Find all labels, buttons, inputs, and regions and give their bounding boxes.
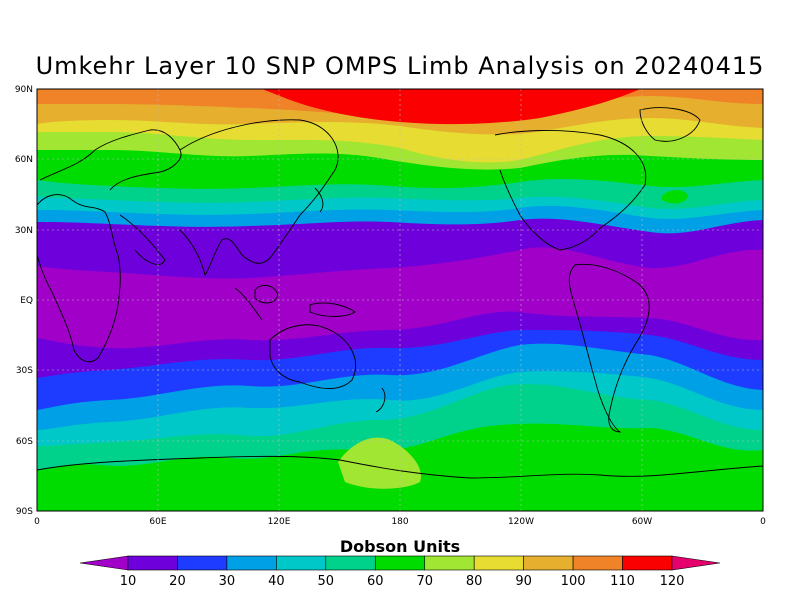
coast-japan [314,187,324,213]
y-tick: 60S [16,437,33,447]
colorbar-low-arrow [79,555,129,571]
colorbar-tick-label: 110 [610,574,635,589]
map-frame [36,88,764,512]
y-axis: 90N 60N 30N EQ 30S 60S 90S [15,85,33,517]
coast-newguinea [309,302,356,317]
y-tick: 30N [15,226,33,236]
x-axis: 0 60E 120E 180 120W 60W 0 [34,517,766,527]
colorbar-swatch [226,555,277,571]
coast-asia [179,119,339,264]
coast-india [179,229,223,277]
colorbar-swatch [424,555,475,571]
colorbar-tick-label: 80 [466,574,483,589]
y-tick: 90N [15,85,33,95]
coast-north-america [494,130,647,251]
colorbar-tick-label: 60 [367,574,384,589]
colorbar-swatch [622,555,673,571]
colorbar-tick-label: 70 [416,574,433,589]
colorbar-tick-label: 20 [169,574,186,589]
coast-greenland [639,107,701,142]
graticule [37,89,763,511]
colorbar-swatch [523,555,574,571]
band-120-north [262,89,640,125]
colorbar-high-arrow [671,555,721,571]
coast-antarctica [37,455,763,479]
coast-newzealand [375,387,386,413]
y-tick: 30S [16,366,33,376]
ozone-field [37,89,763,511]
colorbar-swatch [177,555,228,571]
x-tick: 60E [149,517,166,527]
colorbar-tick-label: 90 [515,574,532,589]
coast-europe [39,129,182,191]
coast-south-america [568,263,650,433]
colorbar-swatch [473,555,524,571]
y-tick: 60N [15,155,33,165]
colorbar [79,555,721,571]
colorbar-tick-label: 100 [561,574,586,589]
coast-borneo [254,284,279,304]
colorbar-tick-label: 120 [660,574,685,589]
x-tick: 60W [632,517,652,527]
x-tick: 0 [34,517,40,527]
colorbar-swatch [276,555,327,571]
colorbar-swatch [572,555,623,571]
x-tick: 120E [268,517,291,527]
colorbar-tick-label: 10 [120,574,137,589]
coast-australia [269,324,357,389]
coast-arabia [119,214,166,265]
colorbar-swatch [127,555,178,571]
x-tick: 120W [508,517,534,527]
map-title: Umkehr Layer 10 SNP OMPS Limb Analysis o… [35,52,765,80]
coast-sumatra [234,287,263,321]
colorbar-labels: 10 20 30 40 50 60 70 80 90 100 110 120 [120,574,685,589]
y-tick: EQ [20,296,33,306]
colorbar-swatch [325,555,376,571]
coast-africa [37,194,121,363]
colorbar-tick-label: 40 [268,574,285,589]
x-tick: 0 [760,517,766,527]
colorbar-title: Dobson Units [339,537,461,556]
colorbar-swatch [374,555,426,571]
coastlines [37,107,763,479]
colorbar-tick-label: 30 [219,574,236,589]
y-tick: 90S [16,507,33,517]
x-tick: 180 [391,517,408,527]
band-70-atlantic-blob [662,190,688,204]
colorbar-tick-label: 50 [318,574,335,589]
